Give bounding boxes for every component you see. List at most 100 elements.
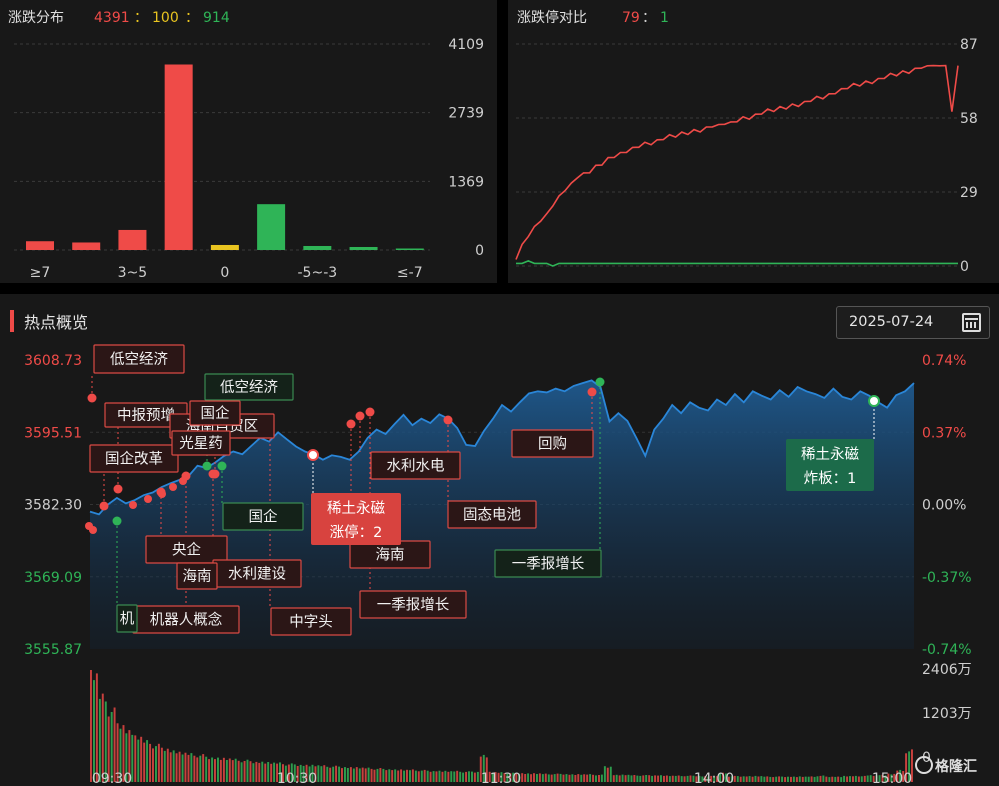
hot-tag-box xyxy=(370,451,461,480)
volume-bar xyxy=(778,776,781,782)
tag-dot xyxy=(144,495,152,503)
hot-tag-label: 水利建设 xyxy=(228,566,286,583)
hot-tag: 国企 xyxy=(222,502,304,531)
distribution-grid xyxy=(14,43,430,251)
volume-bar xyxy=(739,776,742,782)
volume-bar xyxy=(872,775,875,782)
volume-bar xyxy=(190,753,193,782)
volume-bar xyxy=(193,755,196,782)
hot-tag: 一季报增长 xyxy=(359,590,467,619)
limit-grid xyxy=(516,43,958,267)
volume-bar xyxy=(760,776,763,782)
limit-y-tick: 29 xyxy=(960,185,978,201)
volume-bar xyxy=(311,764,314,782)
volume-bar xyxy=(95,673,98,782)
hot-tag: 水利水电 xyxy=(370,451,461,480)
volume-bar xyxy=(810,776,813,782)
index-y-tick: 3608.73 xyxy=(24,353,82,369)
volume-bar xyxy=(349,767,352,782)
limit-lines xyxy=(515,64,959,267)
volume-y-tick: 2406万 xyxy=(922,662,972,678)
volume-bar xyxy=(282,764,284,782)
distribution-y-ticks: 4109 2739 1369 0 xyxy=(448,37,484,259)
volume-bar xyxy=(751,776,754,782)
hot-tag-label: 海南 xyxy=(183,568,212,585)
volume-bar xyxy=(131,734,134,782)
volume-bar xyxy=(595,775,597,782)
volume-bar xyxy=(116,723,119,782)
volume-bar xyxy=(308,766,311,782)
volume-bar xyxy=(804,776,807,782)
hot-tag-box xyxy=(270,607,352,636)
dist-y-tick: 1369 xyxy=(448,174,484,190)
event-down-name: 稀土永磁 xyxy=(801,446,859,463)
date-picker[interactable]: 2025-07-24 xyxy=(836,306,990,339)
volume-bar xyxy=(338,766,341,782)
volume-bar xyxy=(157,743,160,782)
volume-bar xyxy=(166,748,169,782)
volume-bar xyxy=(243,761,246,782)
volume-bar xyxy=(603,766,606,782)
volume-bar xyxy=(491,772,494,782)
volume-bar xyxy=(500,772,503,782)
volume-bar xyxy=(736,776,739,782)
volume-bar xyxy=(834,776,837,782)
volume-bar xyxy=(255,761,258,782)
volume-bar xyxy=(270,763,273,782)
distribution-panel: 涨跌分布 4391 ： 100 ： 914 4109 2739 1369 0 ≥7 3~… xyxy=(0,0,497,283)
volume-bar xyxy=(695,776,698,782)
volume-bar xyxy=(881,774,884,782)
volume-bar xyxy=(612,775,615,782)
tag-dot xyxy=(365,407,375,417)
volume-bar xyxy=(169,752,172,782)
volume-bar xyxy=(660,775,662,782)
volume-bar xyxy=(104,701,107,782)
volume-bar xyxy=(618,775,621,782)
volume-bar xyxy=(323,765,326,782)
volume-bar xyxy=(143,742,146,782)
volume-bar xyxy=(860,776,863,782)
volume-bar xyxy=(417,771,420,782)
volume-bar xyxy=(857,776,860,782)
hot-tag-box xyxy=(93,344,185,374)
volume-bar xyxy=(766,776,769,782)
volume-bar xyxy=(583,774,586,782)
calendar-icon[interactable] xyxy=(962,313,981,332)
dist-bar xyxy=(164,64,193,250)
volume-bar xyxy=(302,765,305,782)
event-dot-down xyxy=(868,395,880,407)
volume-bar xyxy=(411,769,414,782)
hot-tag-label: 低空经济 xyxy=(110,351,168,368)
volume-bar xyxy=(707,776,710,782)
volume-bar xyxy=(128,730,131,782)
volume-bar xyxy=(290,763,293,782)
volume-bar xyxy=(261,761,264,782)
volume-bar xyxy=(875,775,878,782)
volume-bar xyxy=(905,753,908,782)
limit-y-tick: 0 xyxy=(960,259,969,275)
volume-bar xyxy=(840,777,843,782)
volume-bar xyxy=(754,775,757,782)
volume-bar xyxy=(305,764,308,782)
volume-bar xyxy=(409,770,411,782)
volume-bar xyxy=(367,767,370,782)
hot-tag-label: 低空经济 xyxy=(220,379,278,396)
volume-bar xyxy=(479,756,482,782)
volume-bar xyxy=(745,776,748,782)
tag-dot xyxy=(346,419,356,429)
pct-y-tick: 0.00% xyxy=(922,498,966,514)
volume-bar xyxy=(798,776,801,782)
volume-bar xyxy=(287,764,290,782)
volume-bar xyxy=(444,770,447,782)
hot-tag-box xyxy=(222,502,304,531)
pct-y-ticks: 0.74% 0.37% 0.00% -0.37% -0.74% xyxy=(922,353,972,658)
volume-bar xyxy=(730,776,733,782)
volume-bar xyxy=(680,776,683,782)
volume-bar xyxy=(639,775,642,782)
volume-bar xyxy=(426,770,429,782)
volume-bar xyxy=(627,774,630,782)
volume-bar xyxy=(485,757,488,782)
volume-bar xyxy=(258,762,261,782)
